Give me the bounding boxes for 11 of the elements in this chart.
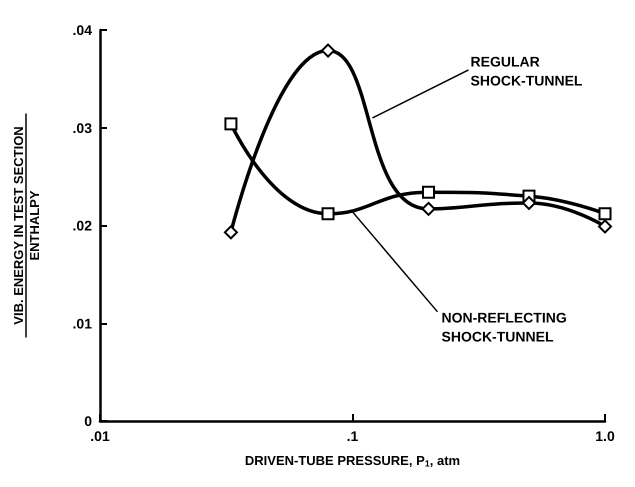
y-tick-label: .03 [72, 120, 92, 136]
y-tick-label: .01 [72, 315, 92, 332]
annotation: NON-REFLECTING SHOCK-TUNNEL [442, 309, 567, 344]
y-axis-title: VIB. ENERGY IN TEST SECTION ENTHALPY [11, 126, 42, 325]
y-tick-label: .04 [72, 22, 92, 38]
x-tick-label: .1 [346, 428, 359, 444]
x-tick-label: .01 [90, 428, 110, 444]
y-tick-label: 0 [84, 413, 92, 429]
annotation: REGULAR SHOCK-TUNNEL [470, 53, 583, 88]
y-tick-label: .02 [72, 218, 92, 234]
x-tick-label: 1.0 [595, 428, 615, 444]
